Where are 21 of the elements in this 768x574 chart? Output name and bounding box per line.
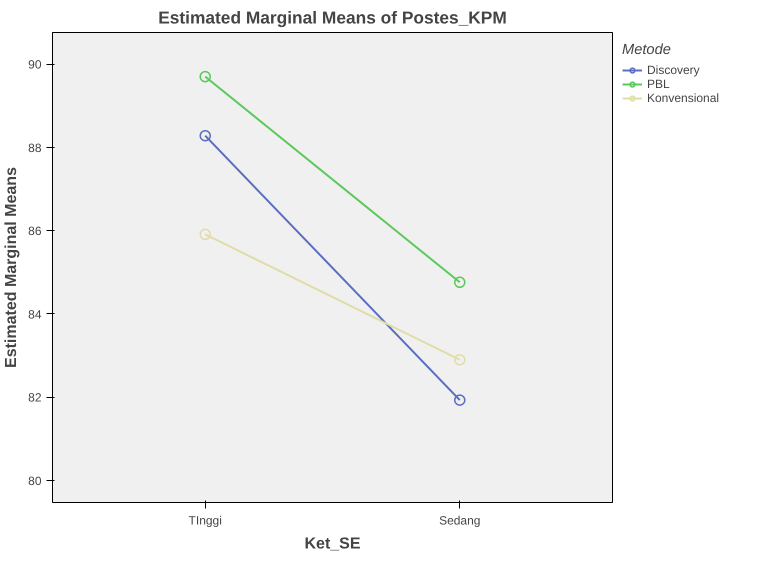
y-tick-label: 82 (28, 390, 42, 405)
point (454, 394, 466, 406)
y-axis-title: Estimated Marginal Means (3, 166, 20, 368)
chart-title: Estimated Marginal Means of Postes_KPM (158, 8, 507, 28)
legend-label: Discovery (647, 63, 700, 77)
point (199, 228, 211, 240)
point (454, 354, 466, 366)
y-tick-label: 86 (28, 224, 42, 238)
x-tick-label: Sedang (439, 514, 480, 528)
y-tick-label: 90 (28, 58, 42, 72)
legend-label: PBL (647, 77, 670, 91)
point (199, 130, 211, 142)
legend-label: Konvensional (647, 91, 720, 105)
x-tick-label: TInggi (188, 514, 222, 528)
x-axis-title: Ket_SE (304, 536, 361, 552)
legend-title: Metode (622, 42, 672, 58)
point (199, 70, 211, 82)
point (454, 276, 466, 288)
y-tick-label: 84 (28, 307, 42, 322)
y-tick-label: 88 (28, 140, 42, 155)
y-tick-label: 80 (28, 474, 42, 488)
